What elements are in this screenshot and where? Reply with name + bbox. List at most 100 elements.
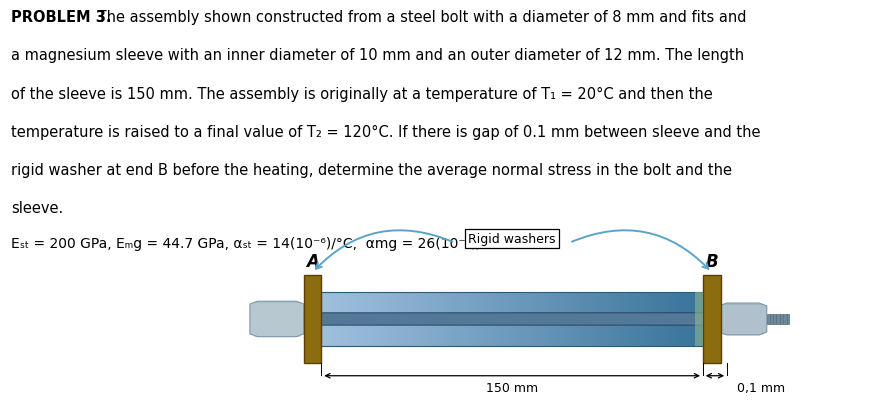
- Text: 0,1 mm: 0,1 mm: [736, 381, 785, 394]
- Polygon shape: [527, 292, 532, 347]
- Polygon shape: [665, 292, 668, 347]
- Polygon shape: [367, 292, 371, 347]
- Polygon shape: [448, 292, 451, 347]
- Polygon shape: [417, 292, 420, 347]
- Polygon shape: [550, 292, 555, 347]
- Polygon shape: [604, 292, 608, 347]
- Text: Eₛₜ = 200 GPa, Eₘg = 44.7 GPa, αₛₜ = 14(10⁻⁶)/°C,  αmg = 26(10⁻⁶)/°C.: Eₛₜ = 200 GPa, Eₘg = 44.7 GPa, αₛₜ = 14(…: [11, 236, 502, 250]
- Polygon shape: [364, 292, 367, 347]
- Polygon shape: [336, 292, 341, 347]
- Polygon shape: [668, 292, 672, 347]
- Polygon shape: [470, 292, 474, 347]
- Polygon shape: [611, 292, 615, 347]
- Polygon shape: [691, 292, 695, 347]
- Polygon shape: [683, 292, 688, 347]
- Text: a magnesium sleeve with an inner diameter of 10 mm and an outer diameter of 12 m: a magnesium sleeve with an inner diamete…: [11, 48, 744, 63]
- Polygon shape: [250, 301, 304, 337]
- Polygon shape: [352, 292, 356, 347]
- Polygon shape: [676, 292, 680, 347]
- Polygon shape: [509, 292, 512, 347]
- Polygon shape: [413, 292, 417, 347]
- Text: B: B: [706, 252, 718, 271]
- Polygon shape: [390, 292, 394, 347]
- Text: PROBLEM 3.: PROBLEM 3.: [11, 10, 112, 25]
- Text: rigid washer at end B before the heating, determine the average normal stress in: rigid washer at end B before the heating…: [11, 162, 733, 177]
- Bar: [695, 292, 703, 347]
- Polygon shape: [653, 292, 657, 347]
- Polygon shape: [719, 303, 766, 335]
- Bar: [703, 275, 721, 363]
- Polygon shape: [600, 292, 604, 347]
- Polygon shape: [539, 292, 543, 347]
- Polygon shape: [432, 292, 436, 347]
- Polygon shape: [608, 292, 611, 347]
- Text: sleeve.: sleeve.: [11, 200, 64, 215]
- Polygon shape: [532, 292, 535, 347]
- Polygon shape: [588, 292, 592, 347]
- Polygon shape: [379, 292, 382, 347]
- Polygon shape: [486, 292, 489, 347]
- Polygon shape: [436, 292, 440, 347]
- Polygon shape: [394, 292, 397, 347]
- Polygon shape: [565, 292, 570, 347]
- Polygon shape: [535, 292, 539, 347]
- Polygon shape: [341, 292, 344, 347]
- Polygon shape: [645, 292, 650, 347]
- Polygon shape: [333, 292, 336, 347]
- Polygon shape: [443, 292, 448, 347]
- Polygon shape: [512, 292, 516, 347]
- Polygon shape: [577, 292, 581, 347]
- Polygon shape: [497, 292, 501, 347]
- Bar: [767, 314, 789, 324]
- Polygon shape: [428, 292, 432, 347]
- Polygon shape: [459, 292, 463, 347]
- Polygon shape: [699, 292, 703, 347]
- Polygon shape: [695, 292, 699, 347]
- Polygon shape: [596, 292, 600, 347]
- Polygon shape: [371, 292, 374, 347]
- Polygon shape: [405, 292, 409, 347]
- Text: of the sleeve is 150 mm. The assembly is originally at a temperature of T₁ = 20°: of the sleeve is 150 mm. The assembly is…: [11, 86, 713, 101]
- Polygon shape: [562, 292, 565, 347]
- Polygon shape: [420, 292, 425, 347]
- Polygon shape: [481, 292, 486, 347]
- Polygon shape: [558, 292, 562, 347]
- Polygon shape: [356, 292, 359, 347]
- Polygon shape: [547, 292, 550, 347]
- Polygon shape: [555, 292, 558, 347]
- Polygon shape: [642, 292, 645, 347]
- Polygon shape: [680, 292, 683, 347]
- Polygon shape: [474, 292, 478, 347]
- Polygon shape: [627, 292, 630, 347]
- Polygon shape: [660, 292, 665, 347]
- Polygon shape: [493, 292, 497, 347]
- Polygon shape: [634, 292, 638, 347]
- Polygon shape: [466, 292, 470, 347]
- Polygon shape: [348, 292, 352, 347]
- Polygon shape: [402, 292, 405, 347]
- Polygon shape: [451, 292, 455, 347]
- Polygon shape: [570, 292, 573, 347]
- Polygon shape: [592, 292, 596, 347]
- Polygon shape: [520, 292, 524, 347]
- Polygon shape: [374, 292, 379, 347]
- Polygon shape: [329, 292, 333, 347]
- Polygon shape: [615, 292, 619, 347]
- Polygon shape: [425, 292, 428, 347]
- Bar: [304, 275, 321, 363]
- Polygon shape: [478, 292, 481, 347]
- Polygon shape: [359, 292, 364, 347]
- Polygon shape: [397, 292, 402, 347]
- Text: The assembly shown constructed from a steel bolt with a diameter of 8 mm and fit: The assembly shown constructed from a st…: [93, 10, 746, 25]
- Polygon shape: [489, 292, 493, 347]
- Text: A: A: [306, 252, 319, 271]
- Polygon shape: [382, 292, 386, 347]
- Text: temperature is raised to a final value of T₂ = 120°C. If there is gap of 0.1 mm : temperature is raised to a final value o…: [11, 124, 761, 139]
- Polygon shape: [516, 292, 520, 347]
- Polygon shape: [573, 292, 577, 347]
- Polygon shape: [688, 292, 691, 347]
- Polygon shape: [581, 292, 585, 347]
- Polygon shape: [504, 292, 509, 347]
- Polygon shape: [650, 292, 653, 347]
- Polygon shape: [543, 292, 547, 347]
